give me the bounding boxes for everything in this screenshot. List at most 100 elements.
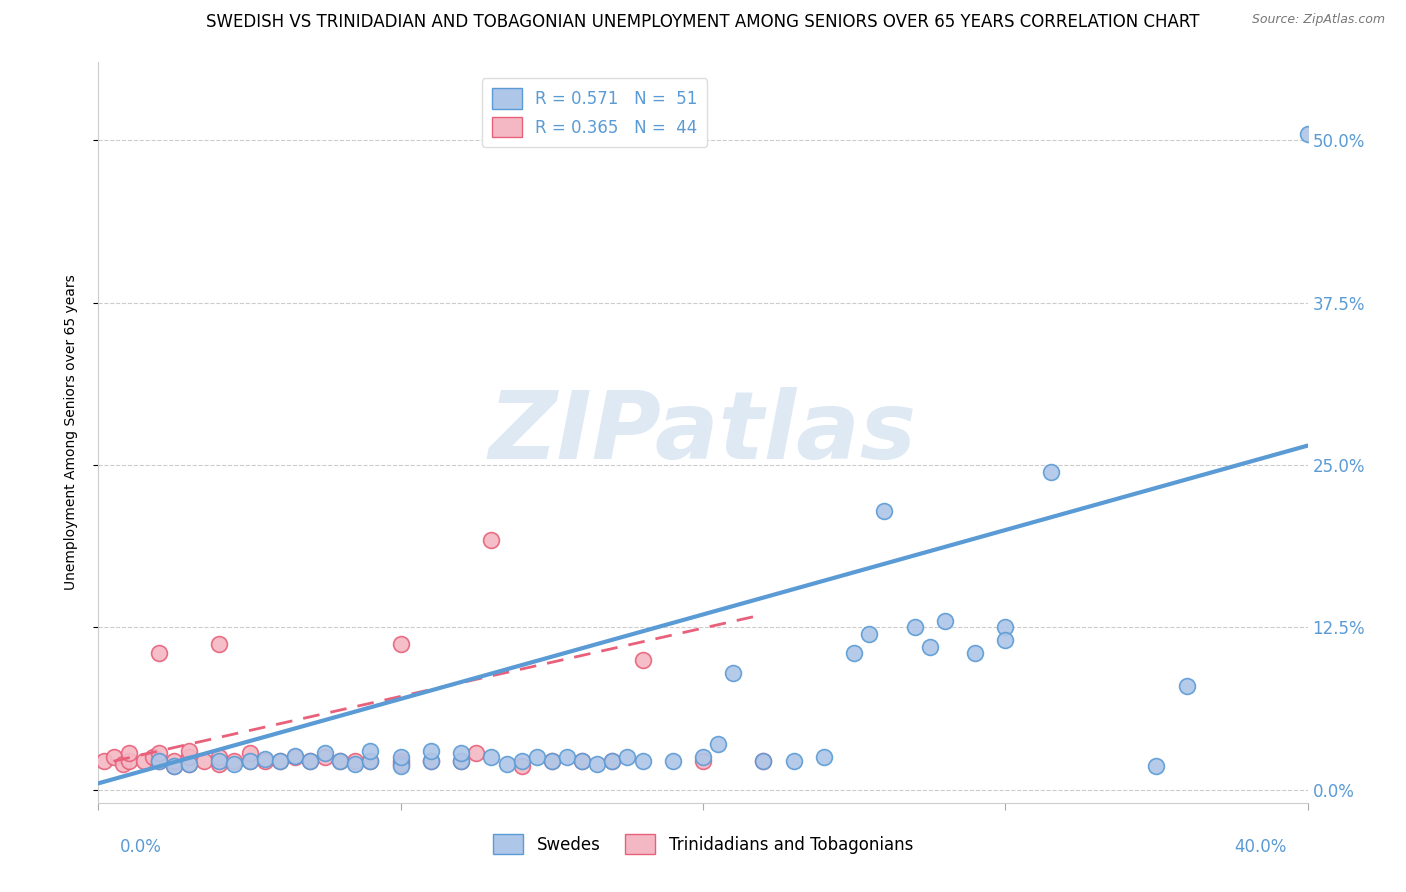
Point — [284, 749, 307, 764]
Text: ZIPatlas: ZIPatlas — [489, 386, 917, 479]
Point — [813, 750, 835, 764]
Point — [692, 750, 714, 764]
Point — [269, 754, 291, 768]
Point — [148, 754, 170, 768]
Point — [723, 665, 745, 680]
Point — [208, 637, 231, 651]
Point — [994, 620, 1017, 634]
Point — [420, 754, 443, 768]
Point — [1144, 759, 1167, 773]
Point — [111, 756, 134, 771]
Point — [571, 754, 593, 768]
Point — [526, 750, 548, 764]
Point — [163, 759, 186, 773]
Point — [93, 754, 115, 768]
Point — [616, 750, 638, 764]
Point — [193, 754, 215, 768]
Point — [344, 756, 367, 771]
Point — [148, 647, 170, 661]
Point — [239, 747, 262, 761]
Point — [208, 750, 231, 764]
Point — [481, 750, 503, 764]
Point — [299, 754, 322, 768]
Text: SWEDISH VS TRINIDADIAN AND TOBAGONIAN UNEMPLOYMENT AMONG SENIORS OVER 65 YEARS C: SWEDISH VS TRINIDADIAN AND TOBAGONIAN UN… — [207, 13, 1199, 31]
Point — [148, 754, 170, 768]
Point — [571, 754, 593, 768]
Point — [132, 754, 155, 768]
Point — [1296, 127, 1319, 141]
Point — [253, 751, 276, 765]
Point — [224, 754, 246, 768]
Point — [844, 647, 866, 661]
Point — [284, 750, 307, 764]
Point — [450, 754, 472, 768]
Point — [510, 759, 533, 773]
Point — [465, 747, 488, 761]
Point — [389, 756, 412, 771]
Point — [239, 754, 262, 768]
Point — [631, 653, 654, 667]
Point — [450, 754, 472, 768]
Point — [420, 744, 443, 758]
Point — [360, 754, 382, 768]
Point — [420, 754, 443, 768]
Point — [481, 533, 503, 548]
Point — [555, 750, 578, 764]
Point — [752, 754, 775, 768]
Point — [344, 754, 367, 768]
Point — [994, 633, 1017, 648]
Point — [329, 754, 352, 768]
Point — [692, 754, 714, 768]
Point — [602, 754, 624, 768]
Point — [1039, 465, 1062, 479]
Point — [208, 754, 231, 768]
Point — [934, 614, 956, 628]
Text: 40.0%: 40.0% — [1234, 838, 1286, 856]
Point — [904, 620, 927, 634]
Point — [389, 750, 412, 764]
Point — [602, 754, 624, 768]
Point — [389, 754, 412, 768]
Point — [179, 750, 201, 764]
Point — [118, 754, 141, 768]
Point — [360, 754, 382, 768]
Point — [253, 754, 276, 768]
Point — [661, 754, 683, 768]
Point — [329, 754, 352, 768]
Point — [163, 759, 186, 773]
Point — [510, 754, 533, 768]
Point — [858, 627, 880, 641]
Legend: Swedes, Trinidadians and Tobagonians: Swedes, Trinidadians and Tobagonians — [486, 828, 920, 861]
Point — [873, 503, 896, 517]
Text: 0.0%: 0.0% — [120, 838, 162, 856]
Point — [142, 750, 165, 764]
Point — [540, 754, 562, 768]
Point — [752, 754, 775, 768]
Point — [179, 744, 201, 758]
Point — [389, 637, 412, 651]
Point — [360, 744, 382, 758]
Point — [314, 747, 336, 761]
Point — [586, 756, 609, 771]
Point — [1175, 679, 1198, 693]
Point — [450, 747, 472, 761]
Point — [179, 756, 201, 771]
Point — [103, 750, 125, 764]
Point — [118, 747, 141, 761]
Point — [179, 756, 201, 771]
Point — [495, 756, 517, 771]
Point — [299, 754, 322, 768]
Text: Source: ZipAtlas.com: Source: ZipAtlas.com — [1251, 13, 1385, 27]
Point — [224, 756, 246, 771]
Point — [314, 750, 336, 764]
Y-axis label: Unemployment Among Seniors over 65 years: Unemployment Among Seniors over 65 years — [63, 275, 77, 591]
Point — [631, 754, 654, 768]
Point — [540, 754, 562, 768]
Point — [269, 754, 291, 768]
Point — [163, 754, 186, 768]
Point — [239, 754, 262, 768]
Point — [783, 754, 806, 768]
Point — [148, 747, 170, 761]
Point — [707, 737, 730, 751]
Point — [389, 759, 412, 773]
